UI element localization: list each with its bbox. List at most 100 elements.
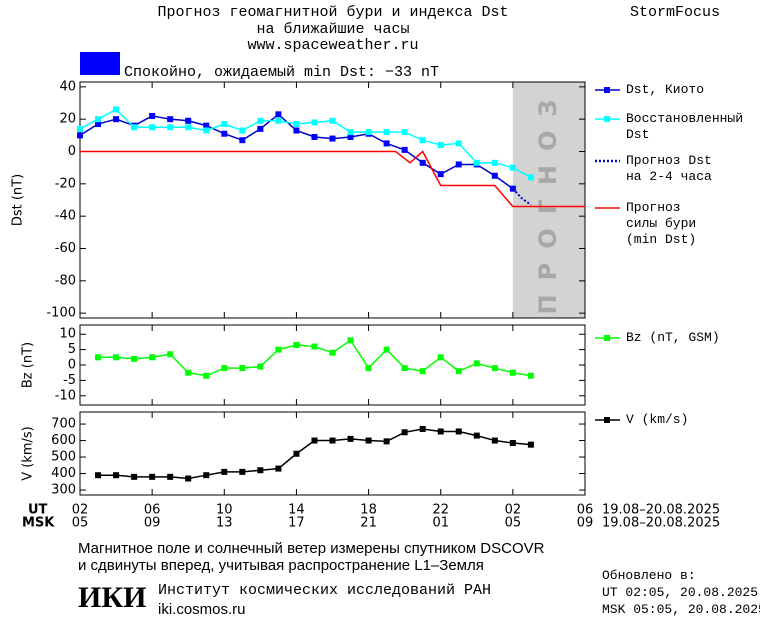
data-point [491,172,498,179]
y-tick-label: 5 [68,342,76,357]
data-point [275,117,282,124]
x-tick-label: 02 [505,503,522,518]
data-point [167,116,174,123]
data-point [491,437,498,444]
ut-date-range: 19.08–20.08.2025 [602,503,720,518]
y-axis-label: V (km/s) [21,426,36,481]
series-line [79,108,532,179]
y-tick-label: -40 [55,209,76,224]
data-point [347,337,354,344]
y-axis-label: Dst (nT) [11,174,26,226]
data-point [437,428,444,435]
legend-marker [604,87,610,93]
data-point [383,140,390,147]
x-tick-label: 06 [144,503,161,518]
data-point [347,129,354,136]
legend-label: Dst, Киото [626,82,705,97]
ut-row-label: UT [28,503,48,518]
data-point [221,468,228,475]
data-point [221,365,228,372]
x-tick-label-msk: 21 [360,516,377,531]
msk-row-label: MSK [22,516,55,531]
data-point [473,432,480,439]
data-point [455,428,462,435]
series-line [80,150,585,208]
data-point [77,125,83,132]
data-point [203,472,210,479]
data-point [311,133,318,140]
data-point [329,135,336,142]
title-line: Прогноз геомагнитной бури и индекса Dst [157,4,508,21]
y-tick-label: -80 [55,273,76,288]
data-point [329,117,336,124]
y-axis-label: Bz (nT) [21,342,36,388]
y-tick-label: -20 [55,176,76,191]
data-point [509,369,516,376]
updated-msk: MSK 05:05, 20.08.2025 [602,602,760,617]
data-point [293,121,300,128]
x-tick-label: 22 [432,503,449,518]
legend-label: Прогноз Dst на 2-4 часа [626,153,712,184]
data-point [95,354,102,361]
forecast-label: ПРОГНОЗ [534,86,562,315]
data-point [167,473,174,480]
data-point [473,159,480,166]
data-point [527,441,534,448]
site-url: www.spaceweather.ru [247,37,418,54]
data-point [383,438,390,445]
data-point [185,369,192,376]
x-tick-label: 18 [360,503,377,518]
data-point [527,372,534,379]
data-point [203,122,210,129]
data-point [113,116,120,123]
y-tick-label: 10 [59,327,76,342]
y-tick-label: -5 [63,373,76,388]
data-point [185,124,192,131]
x-tick-label: 14 [288,503,305,518]
x-tick-label-msk: 05 [72,516,89,531]
institute-url: iki.cosmos.ru [158,601,246,618]
y-tick-label: 0 [68,144,76,159]
note-line: Магнитное поле и солнечный ветер измерен… [78,540,545,557]
data-point [455,140,462,147]
y-tick-label: 500 [51,450,76,465]
data-point [293,127,300,134]
y-tick-label: 300 [51,483,76,498]
data-point [311,119,318,126]
x-tick-label-msk: 09 [144,516,161,531]
title-line: на ближайшие часы [256,21,409,38]
data-point [401,365,408,372]
data-point [149,473,156,480]
series-line [98,428,531,480]
legend-label: Восстановленный Dst [626,111,744,142]
y-tick-label: -60 [55,241,76,256]
x-tick-label-msk: 17 [288,516,305,531]
y-tick-label: 20 [59,112,76,127]
x-tick-label-msk: 13 [216,516,233,531]
y-tick-label: 40 [59,79,76,94]
series-line [512,188,532,206]
data-point [167,124,174,131]
data-point [275,111,282,118]
plot-frame [79,81,586,319]
plot-frame [79,411,586,496]
data-point [239,365,246,372]
status-indicator [80,52,120,75]
data-point [491,365,498,372]
data-point [383,346,390,353]
data-point [185,475,192,482]
data-point [257,467,264,474]
data-point [185,117,192,124]
legend-marker [604,335,610,341]
data-point [149,354,156,361]
data-point [455,161,462,168]
data-point [95,121,102,128]
data-point [257,363,264,370]
data-point [239,127,246,134]
data-point [113,472,120,479]
brand: StormFocus [630,4,720,21]
data-point [437,171,444,178]
data-point [203,127,210,134]
data-point [311,343,318,350]
